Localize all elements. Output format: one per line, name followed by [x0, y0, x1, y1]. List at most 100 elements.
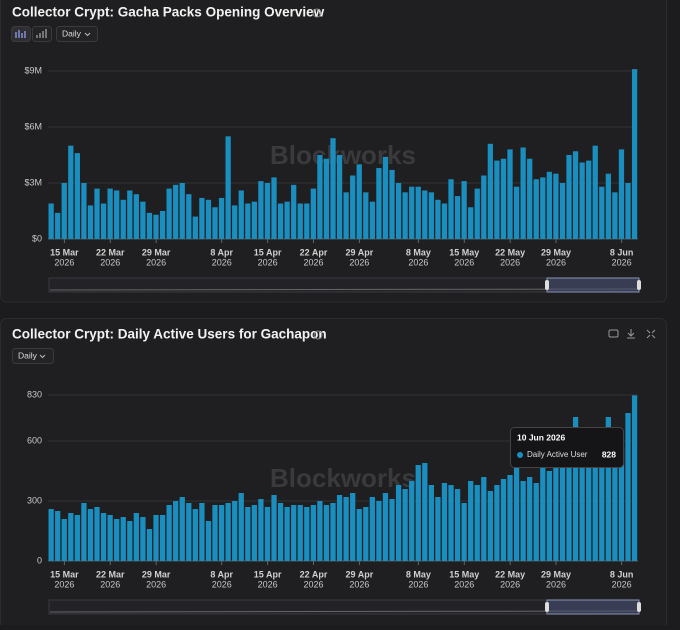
bar	[186, 194, 192, 239]
info-icon[interactable]	[313, 330, 323, 340]
bar	[199, 197, 205, 239]
y-tick-label: $3M	[24, 177, 42, 187]
navigator-handle	[637, 280, 641, 290]
bar	[212, 505, 218, 561]
y-tick-label: 300	[27, 495, 42, 505]
bar	[68, 145, 74, 239]
download-button[interactable]	[627, 329, 635, 339]
bar	[586, 160, 592, 239]
x-tick-label: 22 May	[495, 247, 525, 257]
chevron	[84, 32, 91, 37]
x-tick-year: 2026	[100, 257, 120, 267]
bar	[559, 183, 566, 239]
bar	[625, 413, 631, 561]
interval-dropdown[interactable]	[56, 26, 98, 42]
bar	[618, 149, 625, 239]
bar	[245, 203, 251, 239]
bar	[258, 181, 264, 239]
chevron	[39, 354, 46, 359]
bar-icon	[15, 30, 26, 38]
bar	[317, 501, 323, 561]
x-tick-label: 15 Apr	[254, 247, 282, 257]
x-tick-label: 22 Mar	[96, 247, 125, 257]
bar	[540, 177, 546, 239]
interval-dropdown[interactable]	[12, 348, 54, 364]
bar	[356, 509, 362, 561]
bar	[494, 160, 500, 239]
bar	[605, 417, 611, 561]
screenshot-button[interactable]	[608, 329, 619, 338]
bar	[409, 481, 415, 561]
bar	[323, 158, 330, 239]
bar	[618, 447, 625, 561]
bar	[422, 190, 428, 239]
x-tick-year: 2026	[454, 257, 474, 267]
bar	[218, 197, 225, 239]
bar	[428, 192, 434, 239]
y-tick-label: 830	[27, 389, 42, 399]
bar	[127, 521, 133, 561]
x-tick-year: 2026	[303, 579, 323, 589]
bar-view-toggle[interactable]	[11, 26, 31, 42]
bar	[592, 445, 598, 561]
x-tick-label: 8 May	[406, 569, 431, 579]
bar	[527, 158, 533, 239]
x-tick-year: 2026	[100, 579, 120, 589]
bar	[612, 192, 618, 239]
bar	[546, 471, 552, 561]
bar	[546, 171, 552, 239]
bar	[605, 173, 611, 239]
bar	[369, 201, 375, 239]
stacked-view-toggle[interactable]	[32, 26, 52, 42]
bar	[277, 503, 284, 561]
bar	[356, 164, 362, 239]
x-tick-label: 22 Apr	[300, 569, 328, 579]
bar	[553, 173, 559, 239]
y-tick-label: 600	[27, 435, 42, 445]
expand-button[interactable]	[646, 329, 656, 339]
bar	[61, 519, 67, 561]
x-tick-label: 15 Mar	[50, 569, 79, 579]
bar	[481, 175, 487, 239]
bar	[487, 143, 493, 239]
bar	[199, 503, 205, 561]
bar	[120, 517, 126, 561]
info-icon[interactable]	[312, 8, 322, 18]
bar	[87, 509, 94, 561]
bar	[114, 190, 120, 239]
bar	[631, 395, 638, 561]
x-tick-year: 2026	[212, 579, 232, 589]
bar	[572, 151, 579, 239]
bar	[74, 153, 80, 239]
interval-label: Daily	[18, 350, 38, 360]
x-tick-label: 29 May	[541, 569, 571, 579]
bar	[68, 513, 74, 561]
bar	[245, 507, 251, 561]
bar	[494, 485, 500, 561]
bar	[382, 493, 389, 561]
x-tick-label: 22 May	[495, 569, 525, 579]
bar	[271, 177, 277, 239]
bar	[48, 203, 54, 239]
bar	[435, 199, 441, 239]
bar	[173, 501, 179, 561]
x-tick-label: 29 May	[541, 247, 571, 257]
bar	[507, 149, 513, 239]
x-tick-label: 22 Mar	[96, 569, 125, 579]
bar	[297, 203, 303, 239]
bar	[376, 501, 382, 561]
bar	[454, 489, 461, 561]
bar	[513, 467, 520, 561]
bar	[179, 183, 185, 239]
bar	[369, 497, 375, 561]
bar	[153, 214, 159, 239]
bar	[402, 192, 408, 239]
x-tick-year: 2026	[500, 579, 520, 589]
navigator-handle	[545, 280, 549, 290]
y-tick-label: $6M	[24, 121, 42, 131]
bar	[264, 507, 271, 561]
x-tick-label: 29 Apr	[346, 247, 374, 257]
bar	[127, 190, 133, 239]
bar	[579, 162, 585, 239]
